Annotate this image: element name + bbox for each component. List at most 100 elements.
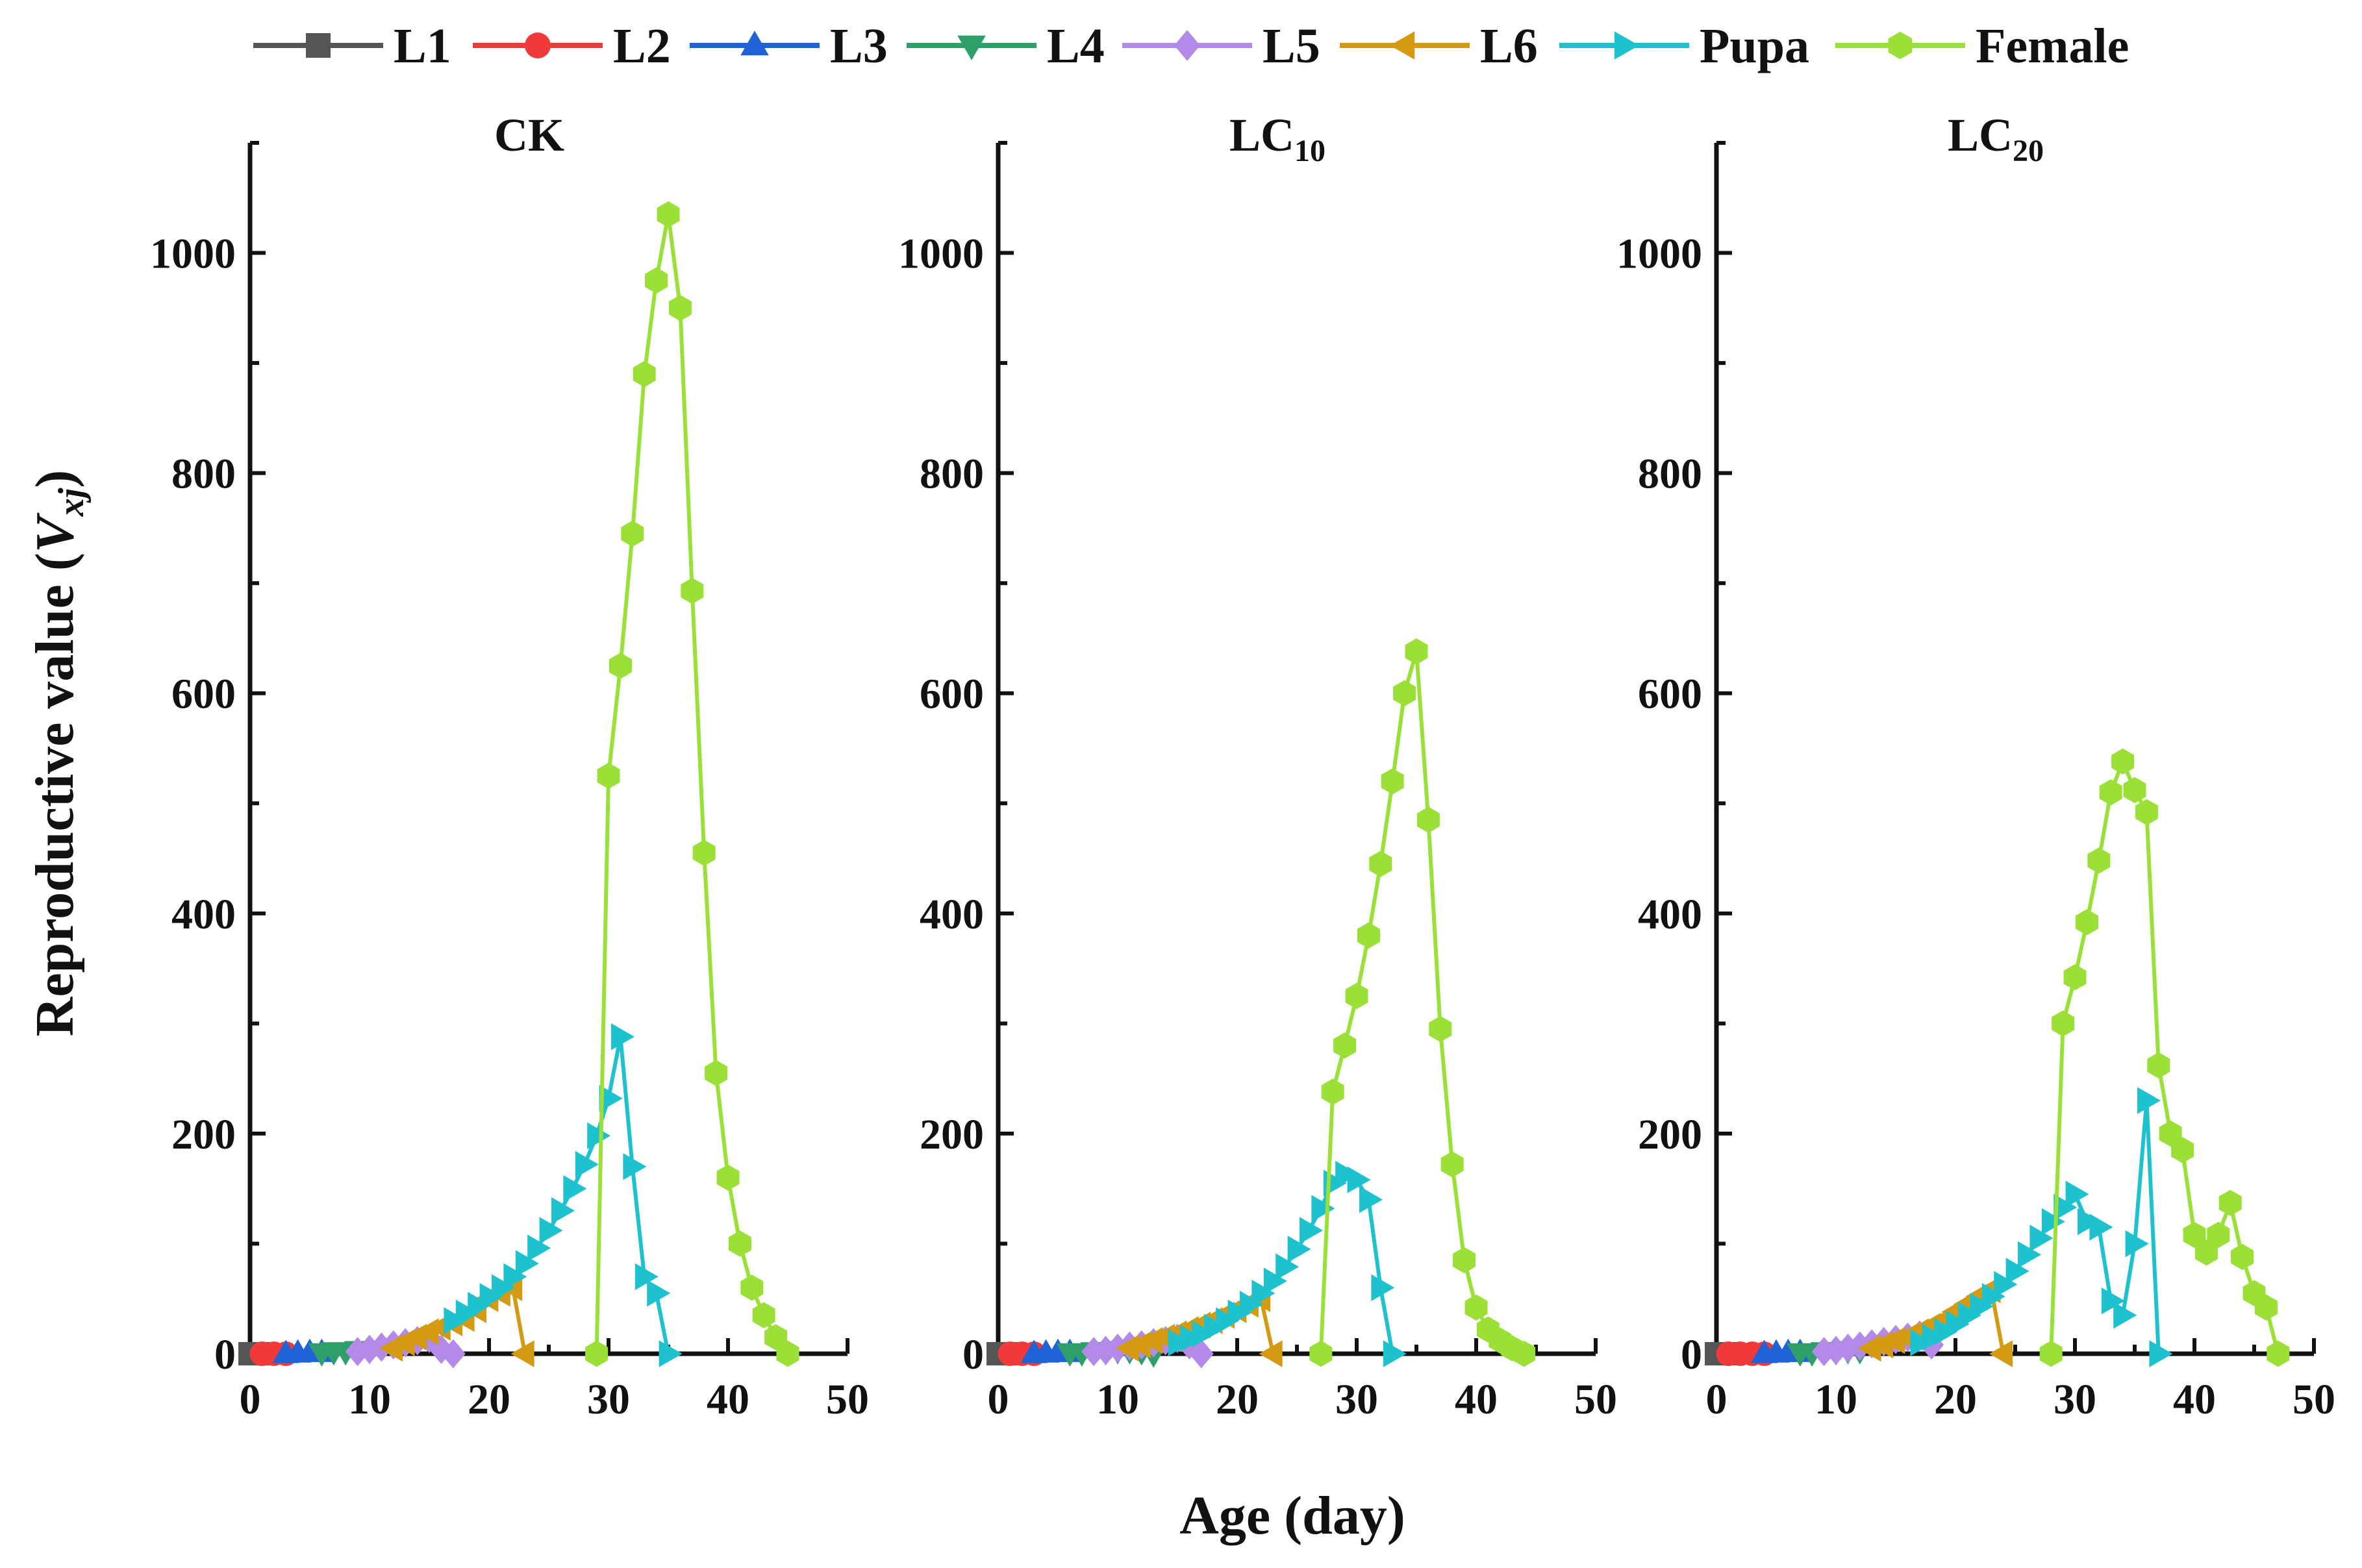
data-point-pupa (1994, 1271, 2018, 1298)
legend-item-pupa: Pupa (1559, 19, 1809, 73)
data-point-pupa (647, 1280, 671, 1307)
data-point-female (1345, 982, 1368, 1010)
legend-item-l2: L2 (473, 19, 671, 73)
series-pupa (444, 1023, 683, 1367)
x-tick-label: 40 (1455, 1376, 1498, 1423)
data-point-pupa (2101, 1287, 2125, 1315)
data-point-pupa (1922, 1323, 1946, 1351)
legend-item-l5: L5 (1122, 19, 1320, 73)
x-tick-label: 40 (707, 1376, 749, 1423)
data-point-female (633, 360, 656, 388)
series-line-female (594, 212, 790, 1355)
data-point-pupa (1910, 1329, 1934, 1356)
data-point-pupa (1287, 1236, 1311, 1263)
data-point-pupa (1311, 1195, 1335, 1222)
legend-marker-l4 (957, 35, 986, 60)
x-tick-label: 0 (988, 1376, 1009, 1423)
legend-item-l1: L1 (253, 19, 451, 73)
legend-label: L5 (1263, 19, 1320, 73)
data-point-female (2099, 779, 2122, 806)
legend-label: L2 (613, 19, 671, 73)
data-point-l5 (1835, 1334, 1861, 1363)
data-point-female (1440, 1151, 1464, 1178)
data-point-pupa (2029, 1225, 2054, 1252)
data-point-l6 (510, 1340, 534, 1367)
legend-item-l3: L3 (690, 19, 888, 73)
data-point-pupa (2078, 1208, 2101, 1236)
data-point-female (1429, 1015, 1452, 1042)
data-point-pupa (1240, 1291, 1263, 1318)
x-tick-label: 50 (826, 1376, 869, 1423)
legend-label: Female (1976, 19, 2129, 73)
data-point-l5 (1093, 1336, 1118, 1365)
y-tick-label: 800 (920, 451, 984, 498)
data-point-l5 (1188, 1339, 1214, 1369)
data-point-female (740, 1275, 764, 1301)
legend-item-l4: L4 (907, 19, 1105, 73)
data-point-pupa (1275, 1253, 1300, 1280)
y-tick-label: 1000 (898, 230, 984, 278)
data-point-female (1513, 1340, 1536, 1367)
y-tick-label: 800 (171, 451, 236, 498)
data-point-female (609, 653, 632, 679)
data-point-pupa (611, 1023, 634, 1051)
data-point-pupa (599, 1085, 623, 1112)
x-tick-label: 20 (1216, 1376, 1259, 1423)
data-point-l6 (1989, 1340, 2013, 1367)
data-point-pupa (634, 1263, 659, 1290)
data-point-l6 (1115, 1334, 1139, 1362)
data-point-female (1381, 768, 1404, 795)
data-point-pupa (2089, 1213, 2113, 1241)
data-point-pupa (1383, 1340, 1407, 1367)
data-point-female (2111, 748, 2135, 775)
data-point-pupa (2137, 1087, 2161, 1114)
data-point-female (2207, 1221, 2230, 1249)
data-point-pupa (527, 1234, 551, 1262)
y-axis-title: Reproductive value (Vxj) (25, 470, 92, 1037)
series-pupa (1910, 1087, 2173, 1367)
chart-panel-3: 0 200 400 600 800 1000 0 10 20 30 40 50 LC20 (1616, 109, 2335, 1423)
legend-marker-l1 (306, 33, 331, 58)
legend-marker-female (1888, 31, 1913, 60)
data-point-female (2218, 1189, 2242, 1216)
data-point-l6 (1857, 1334, 1881, 1362)
data-point-l6 (1259, 1340, 1283, 1367)
legend-item-female: Female (1835, 19, 2129, 73)
legend-label: L6 (1480, 19, 1538, 73)
data-point-female (2039, 1340, 2063, 1367)
x-tick-label: 50 (1574, 1376, 1617, 1423)
data-point-pupa (515, 1250, 539, 1277)
data-point-l6 (1881, 1327, 1905, 1354)
data-point-female (1416, 806, 1440, 833)
data-point-pupa (2113, 1302, 2137, 1329)
data-point-female (2052, 1010, 2075, 1037)
panel-title: CK (494, 109, 564, 161)
legend-marker-pupa (1614, 31, 1639, 60)
data-point-pupa (492, 1274, 515, 1301)
data-point-l5 (1081, 1337, 1107, 1367)
legend-marker-l2 (525, 32, 551, 58)
data-point-female (2135, 799, 2158, 825)
data-point-female (716, 1164, 740, 1191)
data-point-female (2123, 777, 2146, 804)
data-point-female (1453, 1247, 1476, 1273)
x-tick-label: 40 (2173, 1376, 2216, 1423)
data-point-pupa (1335, 1160, 1359, 1188)
data-point-pupa (1251, 1280, 1275, 1307)
data-point-pupa (1168, 1329, 1192, 1356)
data-point-female (585, 1340, 609, 1367)
x-tick-label: 30 (1335, 1376, 1378, 1423)
x-tick-label: 10 (1096, 1376, 1139, 1423)
data-point-female (1393, 680, 1416, 706)
x-tick-label: 0 (240, 1376, 261, 1423)
data-point-pupa (455, 1299, 479, 1326)
data-point-female (692, 840, 716, 866)
data-point-female (728, 1230, 751, 1257)
data-point-pupa (1371, 1274, 1395, 1301)
chart-panel-2: 0 200 400 600 800 1000 0 10 20 30 40 50 LC10 (898, 109, 1617, 1423)
data-point-pupa (1970, 1293, 1994, 1320)
data-point-pupa (1946, 1310, 1970, 1338)
data-point-female (705, 1060, 728, 1086)
data-point-female (2194, 1239, 2218, 1266)
y-tick-label: 600 (1638, 671, 1702, 718)
